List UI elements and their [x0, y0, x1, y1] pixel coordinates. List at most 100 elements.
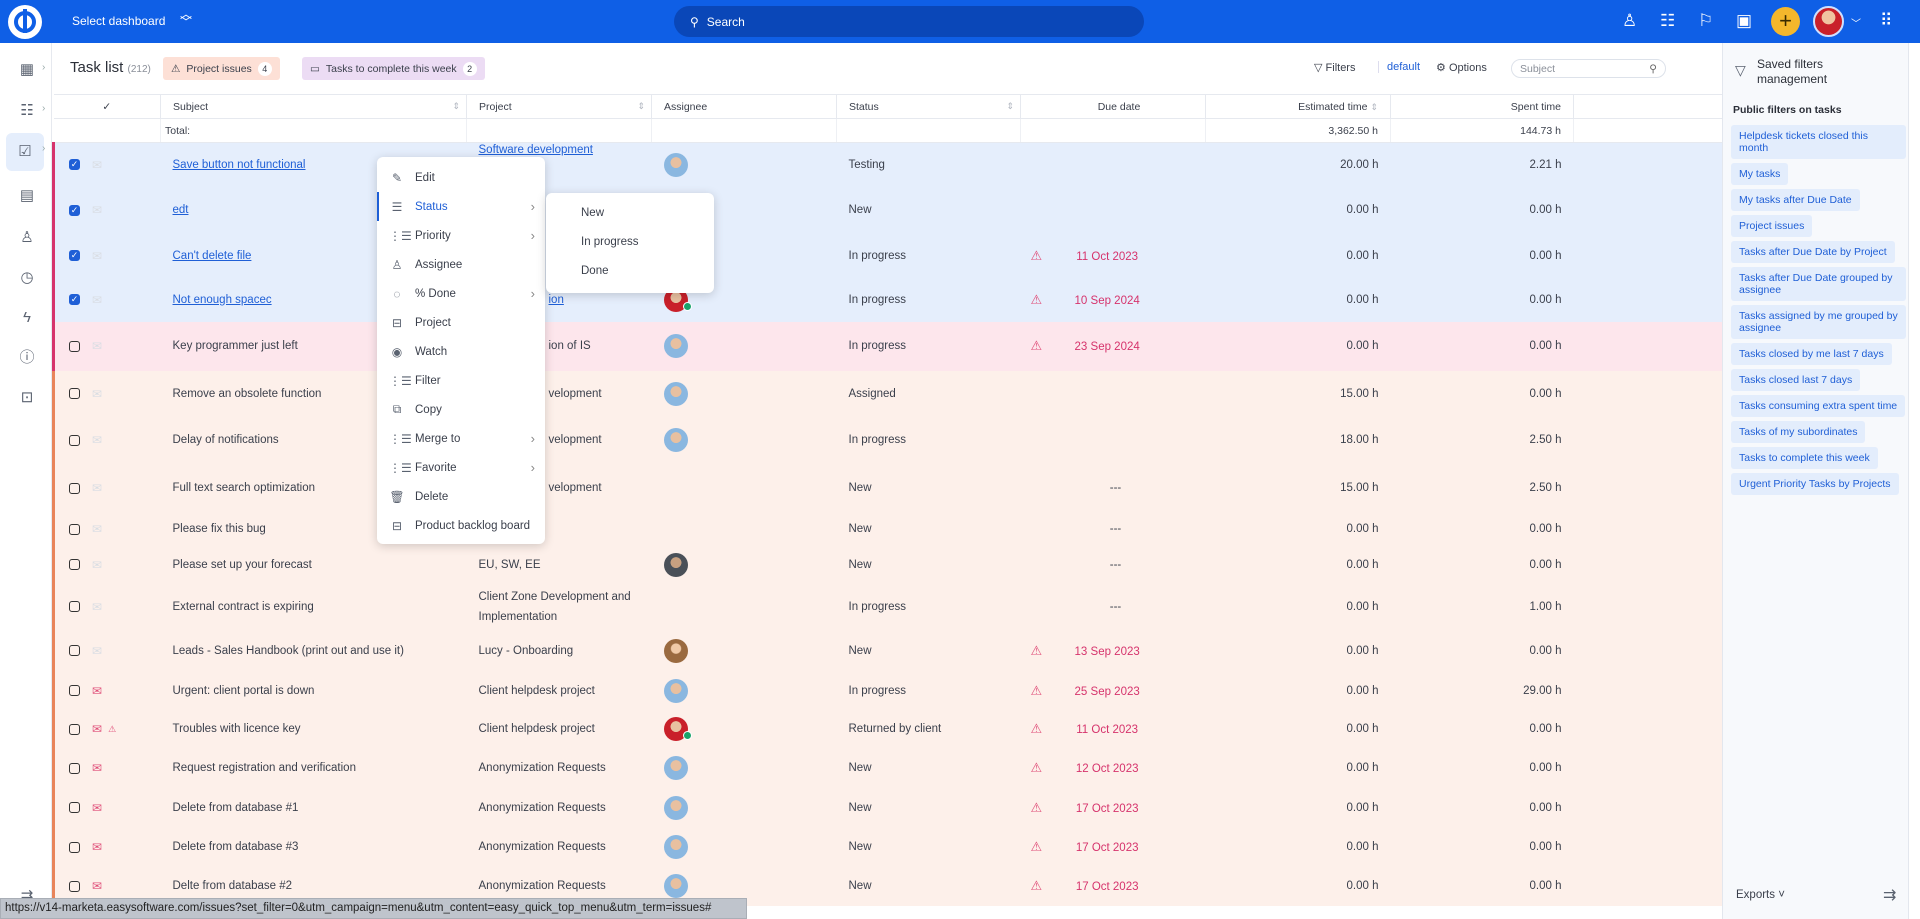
assignee-avatar[interactable]	[663, 428, 688, 452]
task-subject[interactable]: External contract is expiring	[172, 600, 314, 613]
table-row[interactable]: ✉ Request registration and verification …	[52, 748, 1724, 788]
row-checkbox[interactable]	[69, 645, 80, 656]
chip-project-issues[interactable]: ⚠ Project issues 4	[163, 57, 280, 80]
col-status[interactable]: Status ⇕	[836, 94, 1021, 119]
clock-icon[interactable]: ◷	[20, 269, 34, 286]
assignee-avatar[interactable]	[663, 381, 688, 406]
menu-item-assignee[interactable]: ♙ Assignee	[377, 250, 545, 279]
task-subject[interactable]: edt	[172, 204, 189, 216]
table-row[interactable]: ✉ ⚠ Troubles with licence key Client help…	[52, 709, 1724, 749]
saved-filter-item[interactable]: Helpdesk tickets closed this month	[1731, 125, 1906, 159]
status-option-in-progress[interactable]: In progress	[581, 236, 639, 248]
task-project[interactable]: ion of IS	[548, 340, 591, 352]
flag-icon[interactable]: ⚐	[1698, 11, 1714, 30]
saved-filter-item[interactable]: My tasks after Due Date	[1731, 189, 1860, 211]
task-project[interactable]: velopment	[548, 482, 602, 494]
menu-item-watch[interactable]: ◉ Watch	[377, 337, 545, 366]
assignee-avatar[interactable]	[663, 795, 688, 820]
projects-icon[interactable]: ☷	[20, 102, 34, 119]
task-subject[interactable]: Please fix this bug	[172, 523, 266, 535]
status-option-new[interactable]: New	[581, 207, 605, 219]
checklist-icon[interactable]: ☷	[1660, 11, 1676, 30]
menu-item-copy[interactable]: ⧉ Copy	[377, 395, 545, 424]
task-subject[interactable]: Delete from database #3	[172, 841, 299, 853]
table-row[interactable]: ✉ External contract is expiring Client Z…	[52, 583, 1724, 630]
user-icon[interactable]: ♙	[1622, 11, 1638, 30]
saved-filter-item[interactable]: Tasks closed by me last 7 days	[1731, 343, 1892, 365]
task-subject[interactable]: Urgent: client portal is down	[172, 684, 315, 697]
saved-filter-item[interactable]: My tasks	[1731, 163, 1789, 185]
task-project[interactable]: Software development	[478, 144, 593, 156]
row-checkbox[interactable]: ✓	[69, 159, 80, 171]
user-avatar[interactable]	[1813, 6, 1844, 37]
row-checkbox[interactable]	[69, 340, 80, 352]
col-spent[interactable]: Spent time	[1390, 94, 1574, 119]
assignee-avatar[interactable]	[663, 717, 692, 741]
task-subject[interactable]: Key programmer just left	[172, 340, 298, 352]
alert-icon[interactable]: ⓘ	[19, 349, 35, 366]
app-logo[interactable]	[8, 5, 42, 39]
menu-item-merge-to[interactable]: ⋮☰ Merge to ›	[377, 424, 545, 453]
col-project[interactable]: Project ⇕	[466, 94, 652, 119]
row-checkbox[interactable]	[69, 880, 80, 892]
task-project[interactable]: Client helpdesk project	[478, 723, 595, 735]
assignee-avatar[interactable]	[663, 638, 688, 663]
row-checkbox[interactable]: ✓	[69, 294, 80, 305]
menu-item-product-backlog-board[interactable]: ⊟ Product backlog board	[377, 511, 545, 540]
menu-item--done[interactable]: ◌ % Done ›	[377, 279, 545, 308]
table-row[interactable]: ✉ Delay of notifications velopment In pr…	[52, 416, 1724, 464]
table-row[interactable]: ✓ ✉ Can't delete file In progress ⚠ 11 Oct…	[52, 233, 1724, 278]
table-row[interactable]: ✉ Delete from database #3 Anonymization …	[52, 827, 1724, 867]
table-row[interactable]: ✉ Please fix this bug New --- 0.00 h 0.0…	[52, 512, 1724, 546]
menu-item-filter[interactable]: ⋮☰ Filter	[377, 366, 545, 395]
saved-filter-item[interactable]: Tasks to complete this week	[1731, 447, 1878, 469]
task-subject[interactable]: Please set up your forecast	[172, 558, 312, 571]
calendar-icon[interactable]: ▣	[1736, 11, 1753, 30]
task-subject[interactable]: Delete from database #1	[172, 801, 299, 814]
menu-item-status[interactable]: ☰ Status ›	[377, 192, 545, 221]
task-subject[interactable]: Troubles with licence key	[172, 723, 301, 735]
col-subject[interactable]: Subject ⇕	[160, 94, 467, 119]
menu-item-priority[interactable]: ⋮☰ Priority ›	[377, 221, 545, 250]
task-subject[interactable]: Remove an obsolete function	[172, 387, 322, 400]
assignee-avatar[interactable]	[663, 552, 688, 577]
apps-grid-icon[interactable]: ⠿	[1880, 11, 1893, 30]
subject-search-input[interactable]: Subject ⚲	[1511, 59, 1666, 78]
task-subject[interactable]: Not enough spacec	[172, 293, 272, 306]
dashboard-icon[interactable]: ▦	[19, 61, 35, 78]
box-icon[interactable]: ⊡	[20, 389, 34, 406]
saved-filter-item[interactable]: Tasks consuming extra spent time	[1731, 395, 1906, 417]
table-row[interactable]: ✓ ✉ Save button not functional Software d…	[52, 142, 1724, 187]
task-subject[interactable]: Delte from database #2	[172, 880, 293, 892]
task-subject[interactable]: Request registration and verification	[172, 762, 356, 774]
table-row[interactable]: ✓ ✉ Not enough spacec ion In progress ⚠ 10…	[52, 277, 1724, 322]
chevron-down-icon[interactable]: ﹀	[1851, 19, 1861, 30]
saved-filter-item[interactable]: Tasks after Due Date grouped by assignee	[1731, 267, 1906, 301]
table-row[interactable]: ✓ ✉ edt New 0.00 h 0.00 h	[52, 186, 1724, 234]
menu-item-favorite[interactable]: ⋮☰ Favorite ›	[377, 453, 545, 482]
scrollbar[interactable]	[1908, 43, 1920, 919]
table-row[interactable]: ✉ Key programmer just left ion of IS In …	[52, 321, 1724, 371]
default-filter-link[interactable]: default	[1378, 61, 1420, 73]
saved-filter-item[interactable]: Tasks closed last 7 days	[1731, 369, 1861, 391]
row-checkbox[interactable]	[69, 723, 80, 735]
col-estimated[interactable]: Estimated time ⇕	[1205, 94, 1391, 119]
task-subject[interactable]: Delay of notifications	[172, 434, 279, 446]
task-project[interactable]: velopment	[548, 434, 602, 446]
search-bar[interactable]: ⚲ Search	[674, 6, 1144, 37]
task-project[interactable]: Anonymization Requests	[478, 801, 606, 814]
task-project[interactable]: Anonymization Requests	[478, 841, 606, 853]
task-subject[interactable]: Full text search optimization	[172, 482, 316, 494]
task-subject[interactable]: Leads - Sales Handbook (print out and us…	[172, 644, 404, 657]
filters-button[interactable]: ▽ Filters	[1314, 61, 1355, 74]
assignee-avatar[interactable]	[663, 835, 688, 859]
task-subject[interactable]: Can't delete file	[172, 249, 252, 262]
options-button[interactable]: ⚙ Options	[1436, 61, 1487, 74]
assignee-avatar[interactable]	[663, 334, 688, 358]
exports-button[interactable]: Exports ˅	[1736, 889, 1785, 901]
saved-filter-item[interactable]: Tasks assigned by me grouped by assignee	[1731, 305, 1906, 339]
search-icon[interactable]: ⚲	[1649, 63, 1657, 75]
assignee-avatar[interactable]	[663, 678, 688, 703]
row-checkbox[interactable]	[69, 482, 80, 494]
add-button[interactable]: +	[1771, 7, 1800, 36]
